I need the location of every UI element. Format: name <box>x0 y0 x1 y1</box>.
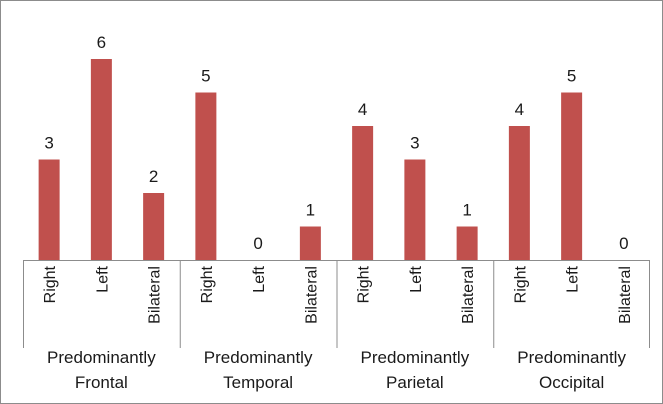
category-tick-label: Left <box>565 265 582 292</box>
bar <box>195 92 217 260</box>
bar <box>90 59 112 260</box>
data-label: 5 <box>201 67 210 86</box>
category-tick-label: Left <box>408 265 425 292</box>
bar <box>561 92 583 260</box>
bars-layer <box>38 59 583 260</box>
data-label: 2 <box>149 167 158 186</box>
bar <box>143 193 165 260</box>
category-tick-label: Right <box>356 265 373 303</box>
data-label: 5 <box>567 67 576 86</box>
category-axis <box>23 260 650 348</box>
category-tick-label: Bilateral <box>147 266 164 324</box>
category-tick-label: Right <box>199 265 216 303</box>
data-label: 4 <box>515 100 524 119</box>
data-label: 0 <box>619 234 628 253</box>
data-label: 1 <box>306 201 315 220</box>
data-label: 4 <box>358 100 367 119</box>
category-tick-label: Left <box>251 265 268 292</box>
data-label: 3 <box>410 134 419 153</box>
category-tick-label: Right <box>512 265 529 303</box>
group-label: Occipital <box>539 373 604 392</box>
bar <box>456 226 478 260</box>
labels-layer: 3 Right 6 Left 2 Bilateral Predominantly Fronta… <box>42 33 634 392</box>
bar <box>508 126 530 260</box>
group-label: Predominantly <box>361 348 470 367</box>
group-label: Parietal <box>386 373 444 392</box>
bar <box>352 126 374 260</box>
category-tick-label: Bilateral <box>617 266 634 324</box>
category-tick-label: Left <box>94 265 111 292</box>
data-label: 3 <box>44 134 53 153</box>
category-tick-label: Bilateral <box>460 266 477 324</box>
bar <box>299 226 321 260</box>
bar <box>38 159 60 260</box>
data-label: 1 <box>462 201 471 220</box>
data-label: 0 <box>253 234 262 253</box>
group-label: Temporal <box>223 373 293 392</box>
group-label: Predominantly <box>517 348 626 367</box>
group-label: Predominantly <box>47 348 156 367</box>
bar <box>404 159 426 260</box>
data-label: 6 <box>97 33 106 52</box>
group-label: Frontal <box>75 373 128 392</box>
category-tick-label: Bilateral <box>303 266 320 324</box>
category-tick-label: Right <box>42 265 59 303</box>
group-label: Predominantly <box>204 348 313 367</box>
